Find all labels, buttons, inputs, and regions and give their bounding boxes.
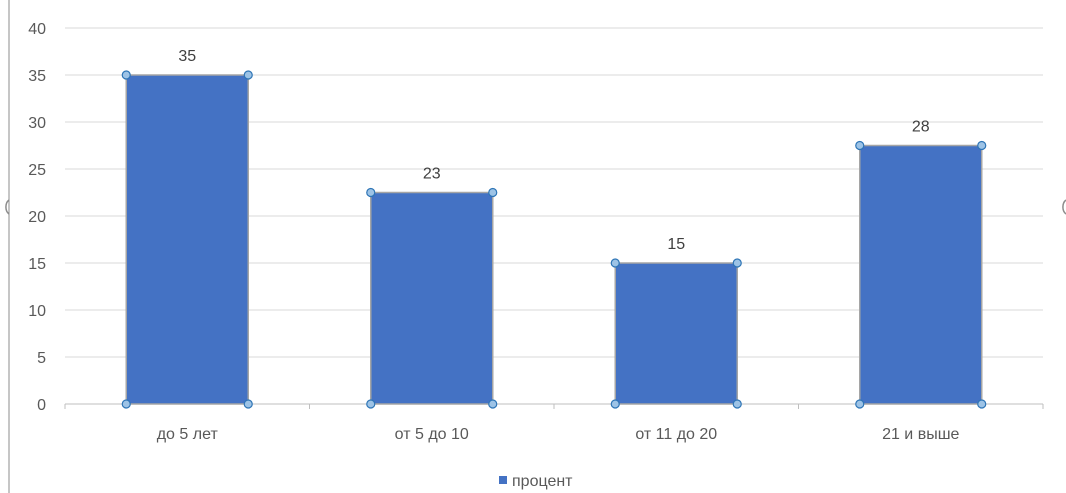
y-tick-label: 20 bbox=[28, 209, 46, 226]
y-tick-label: 25 bbox=[28, 162, 46, 179]
y-tick-label: 5 bbox=[37, 350, 46, 367]
selection-handle[interactable] bbox=[977, 399, 987, 409]
selection-handle[interactable] bbox=[488, 187, 498, 198]
legend[interactable]: процент bbox=[499, 473, 573, 490]
y-tick-label: 0 bbox=[37, 397, 46, 414]
legend-label: процент bbox=[512, 473, 573, 490]
selection-handle[interactable] bbox=[366, 399, 376, 409]
selection-handle[interactable] bbox=[610, 258, 620, 268]
x-tick-label: до 5 лет bbox=[157, 426, 219, 443]
y-tick-label: 30 bbox=[28, 115, 46, 132]
selection-handle[interactable] bbox=[732, 399, 742, 409]
x-tick-label: от 5 до 10 bbox=[395, 426, 469, 443]
legend-marker bbox=[499, 476, 507, 484]
data-labels: 35 23 15 28 bbox=[178, 48, 929, 253]
x-tick-label: 21 и выше bbox=[882, 426, 959, 443]
y-tick-label: 10 bbox=[28, 303, 46, 320]
x-tick-label: от 11 до 20 bbox=[635, 426, 717, 443]
bar[interactable] bbox=[859, 144, 983, 405]
bar[interactable] bbox=[370, 191, 494, 405]
selection-handle[interactable] bbox=[366, 187, 376, 198]
bars[interactable] bbox=[121, 70, 987, 409]
y-tick-label: 15 bbox=[28, 256, 46, 273]
selection-handle[interactable] bbox=[243, 399, 253, 409]
selection-handle[interactable] bbox=[610, 399, 620, 409]
axes: 0 5 10 15 20 25 30 35 40 до 5 лет от 5 до 10 от 11 … bbox=[28, 21, 1044, 443]
y-tick-label: 40 bbox=[28, 21, 46, 38]
selection-handle[interactable] bbox=[855, 140, 865, 151]
bar[interactable] bbox=[614, 262, 738, 405]
chart-resize-handle-right[interactable] bbox=[1062, 199, 1066, 215]
selection-handle[interactable] bbox=[732, 258, 742, 268]
selection-handle[interactable] bbox=[488, 399, 498, 409]
selection-handle[interactable] bbox=[243, 70, 253, 80]
chart-resize-handle-left[interactable] bbox=[5, 199, 10, 215]
selection-handle[interactable] bbox=[855, 399, 865, 409]
y-tick-label: 35 bbox=[28, 68, 46, 85]
data-label: 23 bbox=[423, 166, 441, 183]
data-label: 35 bbox=[178, 48, 196, 65]
selection-handle[interactable] bbox=[121, 70, 131, 80]
data-label: 28 bbox=[912, 119, 930, 136]
selection-handle[interactable] bbox=[977, 140, 987, 151]
data-label: 15 bbox=[667, 236, 685, 253]
selection-handle[interactable] bbox=[121, 399, 131, 409]
bar[interactable] bbox=[125, 74, 249, 405]
